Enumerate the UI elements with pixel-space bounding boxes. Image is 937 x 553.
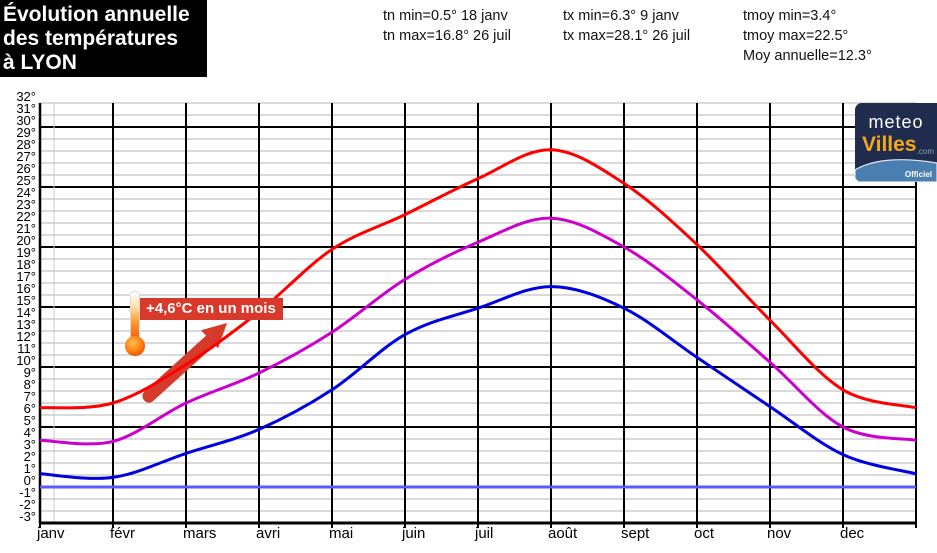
thermometer-icon (125, 290, 145, 356)
month-label-sept: sept (621, 525, 650, 542)
y-tick-label: 15° (16, 293, 36, 308)
y-tick-label: 5° (24, 413, 36, 428)
curve-tn-minimales (39, 285, 917, 480)
logo-swoosh (855, 159, 937, 182)
y-tick-label: 1° (24, 461, 36, 476)
y-tick-label: 29° (16, 125, 36, 140)
logo-com-text: .com (916, 147, 934, 156)
y-tick-label: 14° (16, 305, 36, 320)
stats-tx: tx min=6.3° 9 janv tx max=28.1° 26 juil (563, 6, 690, 46)
y-tick-label: -2° (19, 497, 36, 512)
y-tick-label: 11° (17, 341, 36, 356)
curve-tmoy-moyennes (39, 216, 917, 446)
y-tick-label: 19° (16, 245, 36, 260)
y-tick-label: 7° (24, 389, 36, 404)
month-label-juin: juin (401, 525, 425, 542)
y-tick-label: 23° (16, 197, 36, 212)
month-label-juil: juil (474, 525, 493, 542)
y-tick-label: 8° (24, 377, 36, 392)
curves (39, 148, 917, 480)
logo-villes-text: Villes (862, 133, 917, 156)
y-tick-label: 17° (16, 269, 36, 284)
month-label-janv: janv (36, 525, 65, 542)
y-tick-label: 16° (16, 281, 36, 296)
annotation-label: +4,6°C en un mois (139, 298, 283, 320)
meteovilles-logo[interactable]: meteo Villes .com Officiel (855, 103, 937, 182)
y-tick-label: 30° (16, 113, 36, 128)
y-tick-label: 13° (16, 317, 36, 332)
month-label-oct: oct (694, 525, 715, 542)
curve-tx-maximales (39, 148, 917, 410)
y-tick-label: 10° (16, 353, 36, 368)
stat-tmoy-max: tmoy max=22.5° (743, 28, 849, 44)
stat-tx-min: tx min=6.3° 9 janv (563, 8, 679, 24)
chart-title-box: Évolution annuelle des températures à LY… (0, 0, 207, 77)
y-tick-label: 3° (24, 437, 36, 452)
stats-tn: tn min=0.5° 18 janv tn max=16.8° 26 juil (383, 6, 511, 46)
y-tick-label: -1° (19, 485, 36, 500)
y-tick-label: 4° (24, 425, 36, 440)
y-tick-label: 20° (16, 233, 36, 248)
y-tick-label: 22° (16, 209, 36, 224)
stat-tn-max: tn max=16.8° 26 juil (383, 28, 511, 44)
y-tick-label: 6° (24, 401, 36, 416)
y-tick-label: 27° (16, 149, 36, 164)
title-line-3: à LYON (3, 51, 77, 74)
month-label-mars: mars (183, 525, 216, 542)
logo-meteo-text: meteo (868, 112, 924, 132)
y-tick-label: 2° (24, 449, 36, 464)
month-label-dec: dec (840, 525, 865, 542)
y-tick-label: -3° (19, 509, 36, 524)
y-tick-label: 24° (16, 185, 36, 200)
y-tick-label: 12° (16, 329, 36, 344)
y-tick-label: 21° (16, 221, 36, 236)
month-label-mai: mai (329, 525, 353, 542)
y-tick-label: 9° (24, 365, 36, 380)
y-tick-label: 25° (16, 173, 36, 188)
x-axis-labels: janv févr mars avri mai juin juil août sept oct no… (36, 525, 865, 542)
y-tick-label: 26° (16, 161, 36, 176)
stat-tn-min: tn min=0.5° 18 janv (383, 8, 508, 24)
y-tick-label: 18° (16, 257, 36, 272)
stat-tx-max: tx max=28.1° 26 juil (563, 28, 691, 44)
y-axis-labels: 32°31°30°29°28°27°26°25°24°23°22°21°20°1… (16, 89, 36, 524)
y-tick-label: 32° (16, 89, 36, 104)
title-line-1: Évolution annuelle (3, 3, 190, 26)
y-tick-label: 31° (16, 101, 36, 116)
y-tick-label: 0° (24, 473, 36, 488)
month-label-août: août (548, 525, 578, 542)
month-label-févr: févr (110, 525, 135, 542)
trend-arrow (142, 323, 227, 403)
stat-tmoy-min: tmoy min=3.4° (743, 8, 837, 24)
stat-moy-annuelle: Moy annuelle=12.3° (743, 48, 872, 64)
stats-tmoy: tmoy min=3.4° tmoy max=22.5° Moy annuell… (743, 6, 872, 66)
y-tick-label: 28° (16, 137, 36, 152)
month-label-nov: nov (767, 525, 792, 542)
logo-officiel-badge: Officiel (904, 170, 932, 179)
month-label-avri: avri (256, 525, 280, 542)
title-line-2: des températures (3, 27, 179, 50)
